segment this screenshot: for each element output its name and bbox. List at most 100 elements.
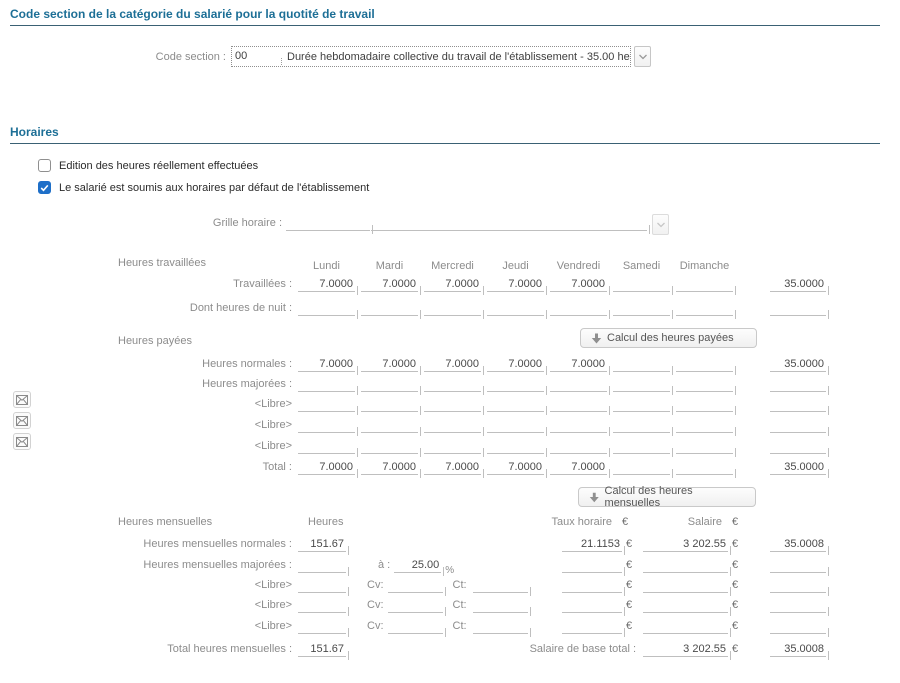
checkbox-row-defaut[interactable]: Le salarié est soumis aux horaires par d… (38, 181, 369, 194)
day-field[interactable] (613, 277, 673, 295)
day-field[interactable] (613, 301, 673, 319)
grille-horaire-desc-field[interactable] (371, 216, 650, 234)
taux-field[interactable] (562, 619, 625, 637)
month-total-field[interactable] (770, 598, 829, 616)
day-field[interactable]: 7.0000 (361, 277, 421, 295)
day-field[interactable]: 7.0000 (487, 357, 547, 375)
day-field[interactable] (676, 439, 736, 457)
heures-field[interactable]: 151.67 (298, 642, 349, 660)
month-total-field[interactable]: 35.0008 (770, 537, 829, 555)
ct-field[interactable] (472, 619, 531, 637)
day-field[interactable] (550, 301, 610, 319)
day-field[interactable] (613, 377, 673, 395)
day-field[interactable]: 7.0000 (424, 277, 484, 295)
day-field[interactable] (676, 397, 736, 415)
day-field[interactable]: 7.0000 (487, 277, 547, 295)
taux-field[interactable] (562, 578, 625, 596)
day-field[interactable]: 7.0000 (298, 460, 358, 478)
envelope-button[interactable] (13, 433, 31, 450)
day-field[interactable] (361, 377, 421, 395)
code-section-combo[interactable]: 00 Durée hebdomadaire collective du trav… (231, 46, 631, 67)
day-field[interactable] (487, 301, 547, 319)
week-total-field[interactable]: 35.0000 (770, 460, 829, 478)
day-field[interactable] (298, 377, 358, 395)
grille-horaire-dropdown-button[interactable] (652, 214, 669, 235)
day-field[interactable] (676, 418, 736, 436)
ct-field[interactable] (472, 578, 531, 596)
day-field[interactable]: 7.0000 (361, 357, 421, 375)
checkbox-defaut[interactable] (38, 181, 51, 194)
day-field[interactable]: 7.0000 (424, 460, 484, 478)
day-field[interactable] (487, 377, 547, 395)
month-total-field[interactable] (770, 558, 829, 576)
month-total-field[interactable] (770, 619, 829, 637)
cv-field[interactable] (387, 619, 446, 637)
grille-horaire-code-field[interactable] (286, 216, 373, 234)
code-section-code-input[interactable]: 00 (232, 47, 282, 66)
day-field[interactable] (424, 377, 484, 395)
month-total-field[interactable] (770, 578, 829, 596)
code-section-dropdown-button[interactable] (634, 46, 651, 67)
salaire-field[interactable]: 3 202.55 (643, 537, 731, 555)
ct-field[interactable] (472, 598, 531, 616)
week-total-field[interactable] (770, 301, 829, 319)
day-field[interactable]: 7.0000 (550, 277, 610, 295)
day-field[interactable] (298, 301, 358, 319)
week-total-field[interactable]: 35.0000 (770, 277, 829, 295)
day-field[interactable]: 7.0000 (298, 357, 358, 375)
heures-field[interactable] (298, 558, 349, 576)
week-total-field[interactable] (770, 418, 829, 436)
day-field[interactable] (550, 377, 610, 395)
week-total-field[interactable]: 35.0000 (770, 357, 829, 375)
heures-field[interactable]: 151.67 (298, 537, 349, 555)
day-field[interactable] (613, 357, 673, 375)
day-field[interactable] (298, 397, 358, 415)
day-field[interactable] (361, 301, 421, 319)
day-field[interactable] (613, 397, 673, 415)
day-field[interactable] (613, 418, 673, 436)
salaire-field[interactable] (643, 619, 731, 637)
taux-field[interactable]: 21.1153 (562, 537, 625, 555)
taux-field[interactable] (562, 558, 625, 576)
checkbox-edition[interactable] (38, 159, 51, 172)
envelope-button[interactable] (13, 391, 31, 408)
taux-field[interactable] (562, 598, 625, 616)
cv-field[interactable] (387, 598, 446, 616)
heures-field[interactable] (298, 578, 349, 596)
day-field[interactable] (676, 377, 736, 395)
salaire-field[interactable] (643, 598, 731, 616)
day-field[interactable] (424, 397, 484, 415)
salaire-field[interactable] (643, 578, 731, 596)
heures-field[interactable] (298, 598, 349, 616)
day-field[interactable]: 7.0000 (298, 277, 358, 295)
day-field[interactable] (550, 397, 610, 415)
day-field[interactable] (361, 418, 421, 436)
day-field[interactable] (550, 439, 610, 457)
day-field[interactable] (613, 439, 673, 457)
day-field[interactable] (298, 439, 358, 457)
day-field[interactable] (424, 418, 484, 436)
day-field[interactable] (487, 397, 547, 415)
day-field[interactable]: 7.0000 (361, 460, 421, 478)
day-field[interactable] (676, 460, 736, 478)
envelope-button[interactable] (13, 412, 31, 429)
checkbox-row-edition[interactable]: Edition des heures réellement effectuées (38, 159, 258, 172)
week-total-field[interactable] (770, 377, 829, 395)
week-total-field[interactable] (770, 439, 829, 457)
cv-field[interactable] (387, 578, 446, 596)
day-field[interactable]: 7.0000 (550, 460, 610, 478)
day-field[interactable] (676, 301, 736, 319)
day-field[interactable] (361, 439, 421, 457)
day-field[interactable]: 7.0000 (424, 357, 484, 375)
day-field[interactable] (613, 460, 673, 478)
day-field[interactable] (487, 439, 547, 457)
month-total-field[interactable]: 35.0008 (770, 642, 829, 660)
salaire-field[interactable] (643, 558, 731, 576)
week-total-field[interactable] (770, 397, 829, 415)
heures-field[interactable] (298, 619, 349, 637)
day-field[interactable] (424, 439, 484, 457)
calc-heures-mensuelles-button[interactable]: Calcul des heures mensuelles (578, 485, 756, 509)
day-field[interactable] (361, 397, 421, 415)
calc-heures-payees-button[interactable]: Calcul des heures payées (580, 328, 757, 348)
salaire-field[interactable]: 3 202.55 (643, 642, 731, 660)
